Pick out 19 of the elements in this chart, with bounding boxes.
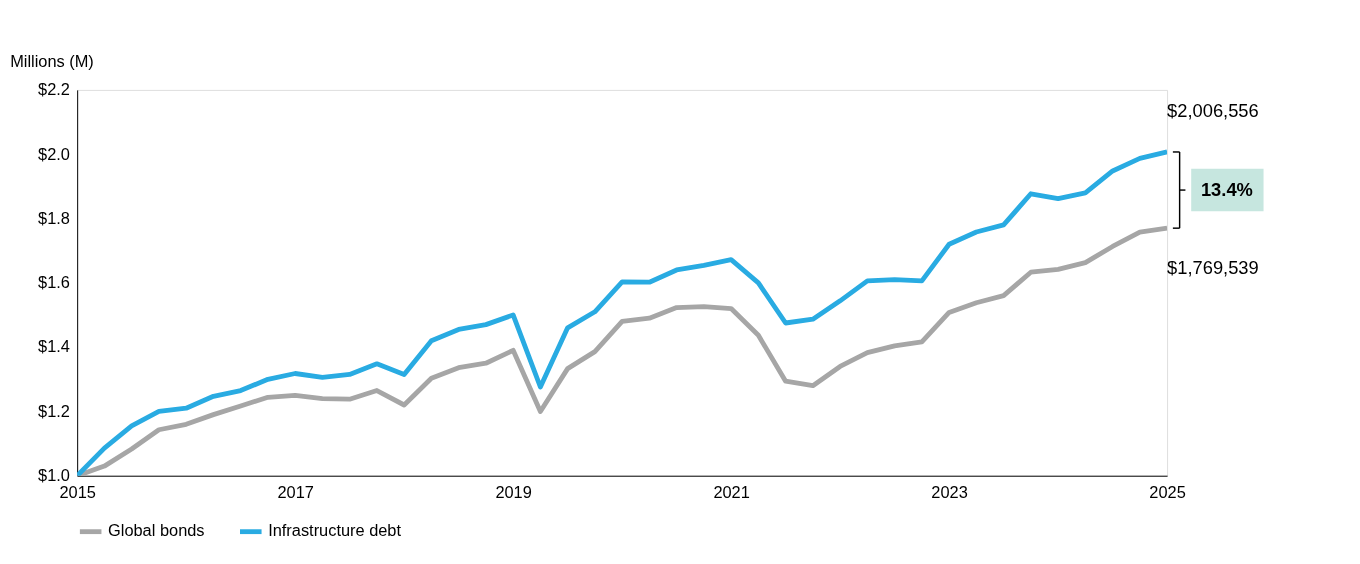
legend-label: Infrastructure debt (268, 521, 402, 540)
y-tick-label: $1.2 (38, 401, 70, 420)
y-tick-label: $1.4 (38, 337, 70, 356)
x-tick-label: 2023 (931, 483, 968, 502)
y-tick-label: $2.2 (38, 80, 70, 99)
y-tick-label: $1.6 (38, 273, 70, 292)
x-tick-label: 2015 (59, 483, 96, 502)
annotation: $2,006,556 (1167, 100, 1259, 122)
x-tick-label: 2025 (1149, 483, 1186, 502)
y-axis-title: Millions (M) (10, 52, 94, 71)
legend-label: Global bonds (108, 521, 205, 540)
y-tick-label: $1.0 (38, 466, 70, 485)
x-tick-label: 2021 (713, 483, 750, 502)
text: 13.4% (1200, 178, 1253, 200)
y-tick-label: $1.8 (38, 208, 70, 227)
y-tick-label: $2.0 (38, 144, 70, 163)
x-tick-label: 2019 (495, 483, 532, 502)
annotation: $1,769,539 (1167, 257, 1259, 279)
x-tick-label: 2017 (277, 483, 314, 502)
